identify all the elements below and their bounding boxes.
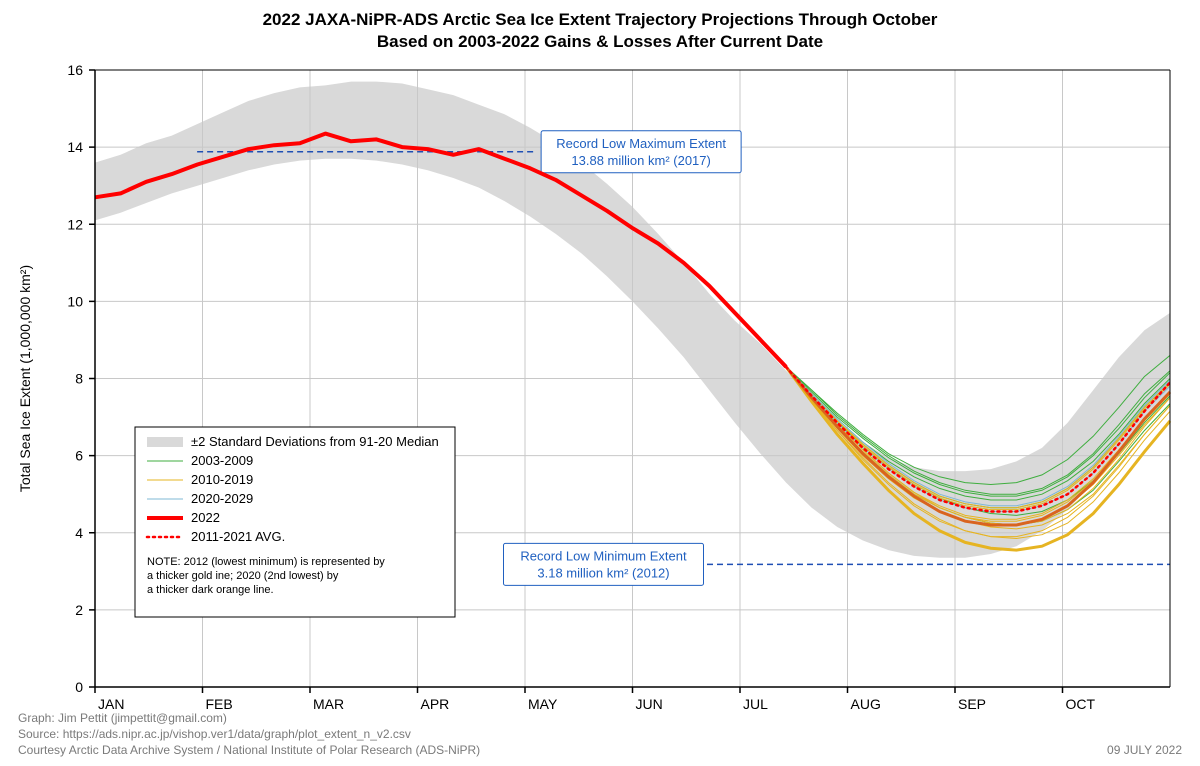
footer-date: 09 JULY 2022 xyxy=(1107,743,1182,757)
legend-label: 2022 xyxy=(191,510,220,525)
legend-label: 2011-2021 AVG. xyxy=(191,529,285,544)
ref-max-text1: Record Low Maximum Extent xyxy=(556,136,726,151)
x-tick-label: JUL xyxy=(743,696,768,712)
legend-label: 2020-2029 xyxy=(191,491,253,506)
x-tick-label: APR xyxy=(421,696,450,712)
y-tick-label: 16 xyxy=(67,62,83,78)
x-tick-label: FEB xyxy=(206,696,233,712)
x-tick-label: JAN xyxy=(98,696,124,712)
footer-courtesy: Courtesy Arctic Data Archive System / Na… xyxy=(18,743,480,757)
legend-label: 2010-2019 xyxy=(191,472,253,487)
ref-min-text2: 3.18 million km² (2012) xyxy=(537,565,669,580)
x-tick-label: MAR xyxy=(313,696,344,712)
ref-max-text2: 13.88 million km² (2017) xyxy=(571,153,710,168)
y-tick-label: 8 xyxy=(75,371,83,387)
legend-label: ±2 Standard Deviations from 91-20 Median xyxy=(191,434,439,449)
y-tick-label: 14 xyxy=(67,139,83,155)
chart-title-2: Based on 2003-2022 Gains & Losses After … xyxy=(377,32,823,51)
legend-note: a thicker dark orange line. xyxy=(147,584,274,596)
legend-label: 2003-2009 xyxy=(191,453,253,468)
y-axis-label: Total Sea Ice Extent (1,000,000 km²) xyxy=(17,265,33,492)
legend-note: NOTE: 2012 (lowest minimum) is represent… xyxy=(147,556,385,568)
ref-min-text1: Record Low Minimum Extent xyxy=(520,548,687,563)
y-tick-label: 6 xyxy=(75,448,83,464)
legend-note: a thicker gold ine; 2020 (2nd lowest) by xyxy=(147,570,339,582)
x-tick-label: MAY xyxy=(528,696,558,712)
y-tick-label: 0 xyxy=(75,679,83,695)
y-tick-label: 12 xyxy=(67,216,83,232)
y-tick-label: 2 xyxy=(75,602,83,618)
x-tick-label: OCT xyxy=(1066,696,1096,712)
chart-svg: 2022 JAXA-NiPR-ADS Arctic Sea Ice Extent… xyxy=(0,0,1200,766)
chart-title-1: 2022 JAXA-NiPR-ADS Arctic Sea Ice Extent… xyxy=(263,10,938,29)
x-tick-label: AUG xyxy=(851,696,881,712)
x-tick-label: SEP xyxy=(958,696,986,712)
y-tick-label: 4 xyxy=(75,525,83,541)
chart-container: 2022 JAXA-NiPR-ADS Arctic Sea Ice Extent… xyxy=(0,0,1200,766)
x-tick-label: JUN xyxy=(636,696,663,712)
footer-author: Graph: Jim Pettit (jimpettit@gmail.com) xyxy=(18,711,227,725)
y-tick-label: 10 xyxy=(67,293,83,309)
legend-swatch-band xyxy=(147,437,183,447)
footer-source: Source: https://ads.nipr.ac.jp/vishop.ve… xyxy=(18,727,411,741)
